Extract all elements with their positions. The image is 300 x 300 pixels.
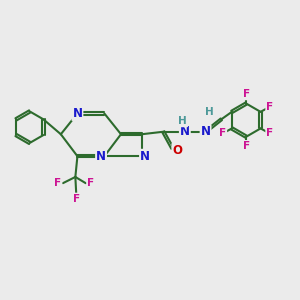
Text: O: O xyxy=(172,144,182,157)
Text: H: H xyxy=(205,107,214,117)
Text: F: F xyxy=(54,178,61,188)
Text: F: F xyxy=(243,89,250,99)
Text: N: N xyxy=(201,125,211,138)
Text: F: F xyxy=(266,128,273,138)
Text: N: N xyxy=(180,125,190,138)
Text: F: F xyxy=(266,102,273,112)
Text: N: N xyxy=(72,107,82,120)
Text: F: F xyxy=(243,141,250,151)
Text: N: N xyxy=(140,150,150,163)
Text: H: H xyxy=(178,116,187,126)
Text: N: N xyxy=(96,150,106,163)
Text: F: F xyxy=(73,194,80,203)
Text: F: F xyxy=(87,178,94,188)
Text: F: F xyxy=(219,128,226,138)
